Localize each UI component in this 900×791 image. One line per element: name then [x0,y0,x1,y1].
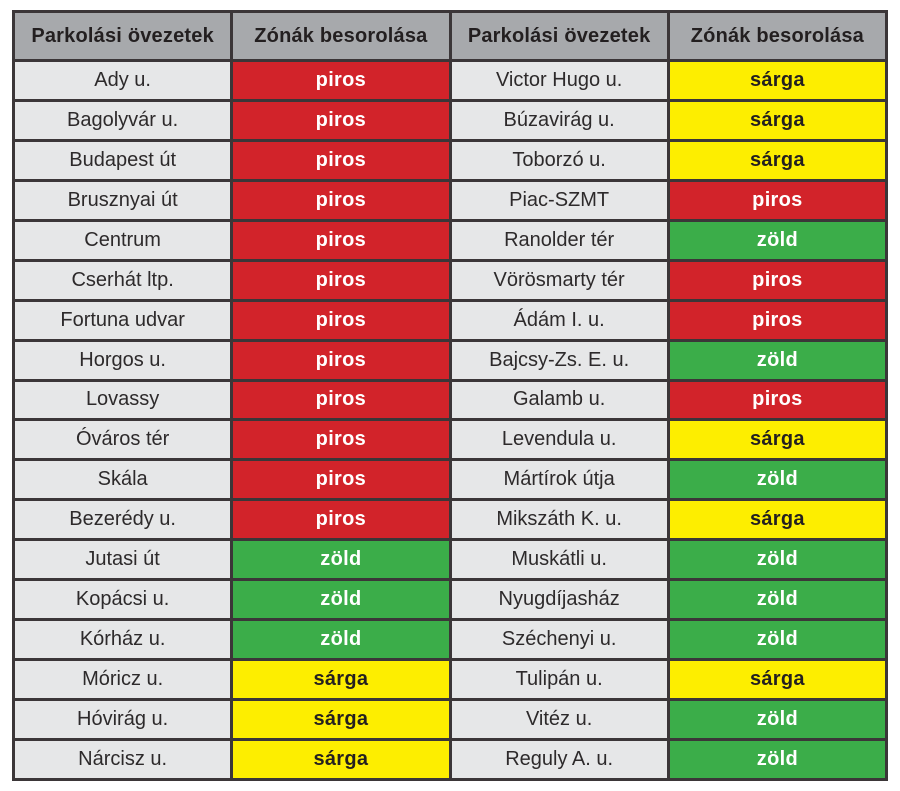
street-name-cell: Horgos u. [11,338,234,382]
street-name-cell: Móricz u. [11,658,234,701]
zone-classification-cell: piros [230,138,452,182]
table-row: Kopácsi u. zöld Nyugdíjasház zöld [11,578,889,622]
table-row: Horgos u. piros Bajcsy-Zs. E. u. zöld [11,338,889,382]
zone-classification-cell: zöld [666,698,889,741]
street-name-cell: Ádám I. u. [448,298,670,342]
header-parking-zones-left: Parkolási övezetek [11,10,234,62]
zone-classification-cell: zöld [230,578,452,622]
zone-classification-cell: sárga [666,138,889,182]
table-row: Nárcisz u. sárga Reguly A. u. zöld [11,737,889,782]
header-zone-class-right: Zónák besorolása [666,10,889,62]
street-name-cell: Kórház u. [11,618,234,662]
table-header: Parkolási övezetek Zónák besorolása Park… [11,10,889,62]
zone-classification-cell: sárga [666,498,889,542]
street-name-cell: Búzavirág u. [448,98,670,142]
street-name-cell: Mártírok útja [448,458,670,502]
street-name-cell: Vörösmarty tér [448,258,670,302]
street-name-cell: Óváros tér [11,418,234,462]
zone-classification-cell: zöld [666,538,889,582]
street-name-cell: Victor Hugo u. [448,59,670,102]
street-name-cell: Nyugdíjasház [448,578,670,622]
zone-classification-cell: sárga [666,98,889,142]
zone-classification-cell: zöld [230,538,452,582]
table-row: Jutasi út zöld Muskátli u. zöld [11,538,889,582]
zone-classification-cell: sárga [230,698,452,741]
zone-classification-cell: piros [666,378,889,422]
zone-classification-cell: piros [230,458,452,502]
street-name-cell: Budapest út [11,138,234,182]
street-name-cell: Piac-SZMT [448,178,670,222]
zone-classification-cell: zöld [666,578,889,622]
zone-classification-cell: zöld [666,618,889,662]
street-name-cell: Bezerédy u. [11,498,234,542]
zone-classification-cell: piros [666,298,889,342]
street-name-cell: Skála [11,458,234,502]
street-name-cell: Ady u. [11,59,234,102]
table-row: Hóvirág u. sárga Vitéz u. zöld [11,698,889,741]
zone-classification-cell: sárga [666,658,889,701]
street-name-cell: Galamb u. [448,378,670,422]
zone-classification-cell: piros [230,498,452,542]
zone-classification-cell: piros [230,338,452,382]
street-name-cell: Kopácsi u. [11,578,234,622]
zone-classification-cell: piros [230,378,452,422]
street-name-cell: Széchenyi u. [448,618,670,662]
header-parking-zones-right: Parkolási övezetek [448,10,670,62]
parking-zones-table: Parkolási övezetek Zónák besorolása Park… [11,10,889,782]
street-name-cell: Tulipán u. [448,658,670,701]
table-row: Bezerédy u. piros Mikszáth K. u. sárga [11,498,889,542]
zone-classification-cell: zöld [230,618,452,662]
street-name-cell: Cserhát ltp. [11,258,234,302]
table-row: Ady u. piros Victor Hugo u. sárga [11,59,889,102]
zone-classification-cell: piros [230,418,452,462]
street-name-cell: Fortuna udvar [11,298,234,342]
street-name-cell: Nárcisz u. [11,737,234,782]
street-name-cell: Levendula u. [448,418,670,462]
table-row: Centrum piros Ranolder tér zöld [11,218,889,262]
zone-classification-cell: zöld [666,218,889,262]
zone-classification-cell: piros [230,178,452,222]
table-row: Skála piros Mártírok útja zöld [11,458,889,502]
table-row: Cserhát ltp. piros Vörösmarty tér piros [11,258,889,302]
table-body: Ady u. piros Victor Hugo u. sárga Bagolyvár … [11,59,889,782]
table-row: Lovassy piros Galamb u. piros [11,378,889,422]
table-row: Budapest út piros Toborzó u. sárga [11,138,889,182]
zone-classification-cell: piros [230,298,452,342]
table-row: Kórház u. zöld Széchenyi u. zöld [11,618,889,662]
header-zone-class-left: Zónák besorolása [230,10,452,62]
zone-classification-cell: sárga [666,59,889,102]
street-name-cell: Mikszáth K. u. [448,498,670,542]
street-name-cell: Hóvirág u. [11,698,234,741]
zone-classification-cell: sárga [230,658,452,701]
street-name-cell: Vitéz u. [448,698,670,741]
table-row: Móricz u. sárga Tulipán u. sárga [11,658,889,701]
zone-classification-cell: piros [230,98,452,142]
zone-classification-cell: zöld [666,737,889,782]
zone-classification-cell: sárga [666,418,889,462]
table-row: Óváros tér piros Levendula u. sárga [11,418,889,462]
street-name-cell: Jutasi út [11,538,234,582]
street-name-cell: Centrum [11,218,234,262]
zone-classification-cell: piros [230,59,452,102]
zone-classification-cell: sárga [230,737,452,782]
zone-classification-cell: zöld [666,458,889,502]
zone-classification-cell: piros [230,218,452,262]
street-name-cell: Ranolder tér [448,218,670,262]
street-name-cell: Bagolyvár u. [11,98,234,142]
zone-classification-cell: piros [666,178,889,222]
street-name-cell: Bajcsy-Zs. E. u. [448,338,670,382]
street-name-cell: Toborzó u. [448,138,670,182]
street-name-cell: Brusznyai út [11,178,234,222]
table-row: Fortuna udvar piros Ádám I. u. piros [11,298,889,342]
zone-classification-cell: piros [666,258,889,302]
table-row: Brusznyai út piros Piac-SZMT piros [11,178,889,222]
street-name-cell: Muskátli u. [448,538,670,582]
zone-classification-cell: zöld [666,338,889,382]
table-row: Bagolyvár u. piros Búzavirág u. sárga [11,98,889,142]
street-name-cell: Lovassy [11,378,234,422]
street-name-cell: Reguly A. u. [448,737,670,782]
header-row: Parkolási övezetek Zónák besorolása Park… [11,10,889,62]
zone-classification-cell: piros [230,258,452,302]
